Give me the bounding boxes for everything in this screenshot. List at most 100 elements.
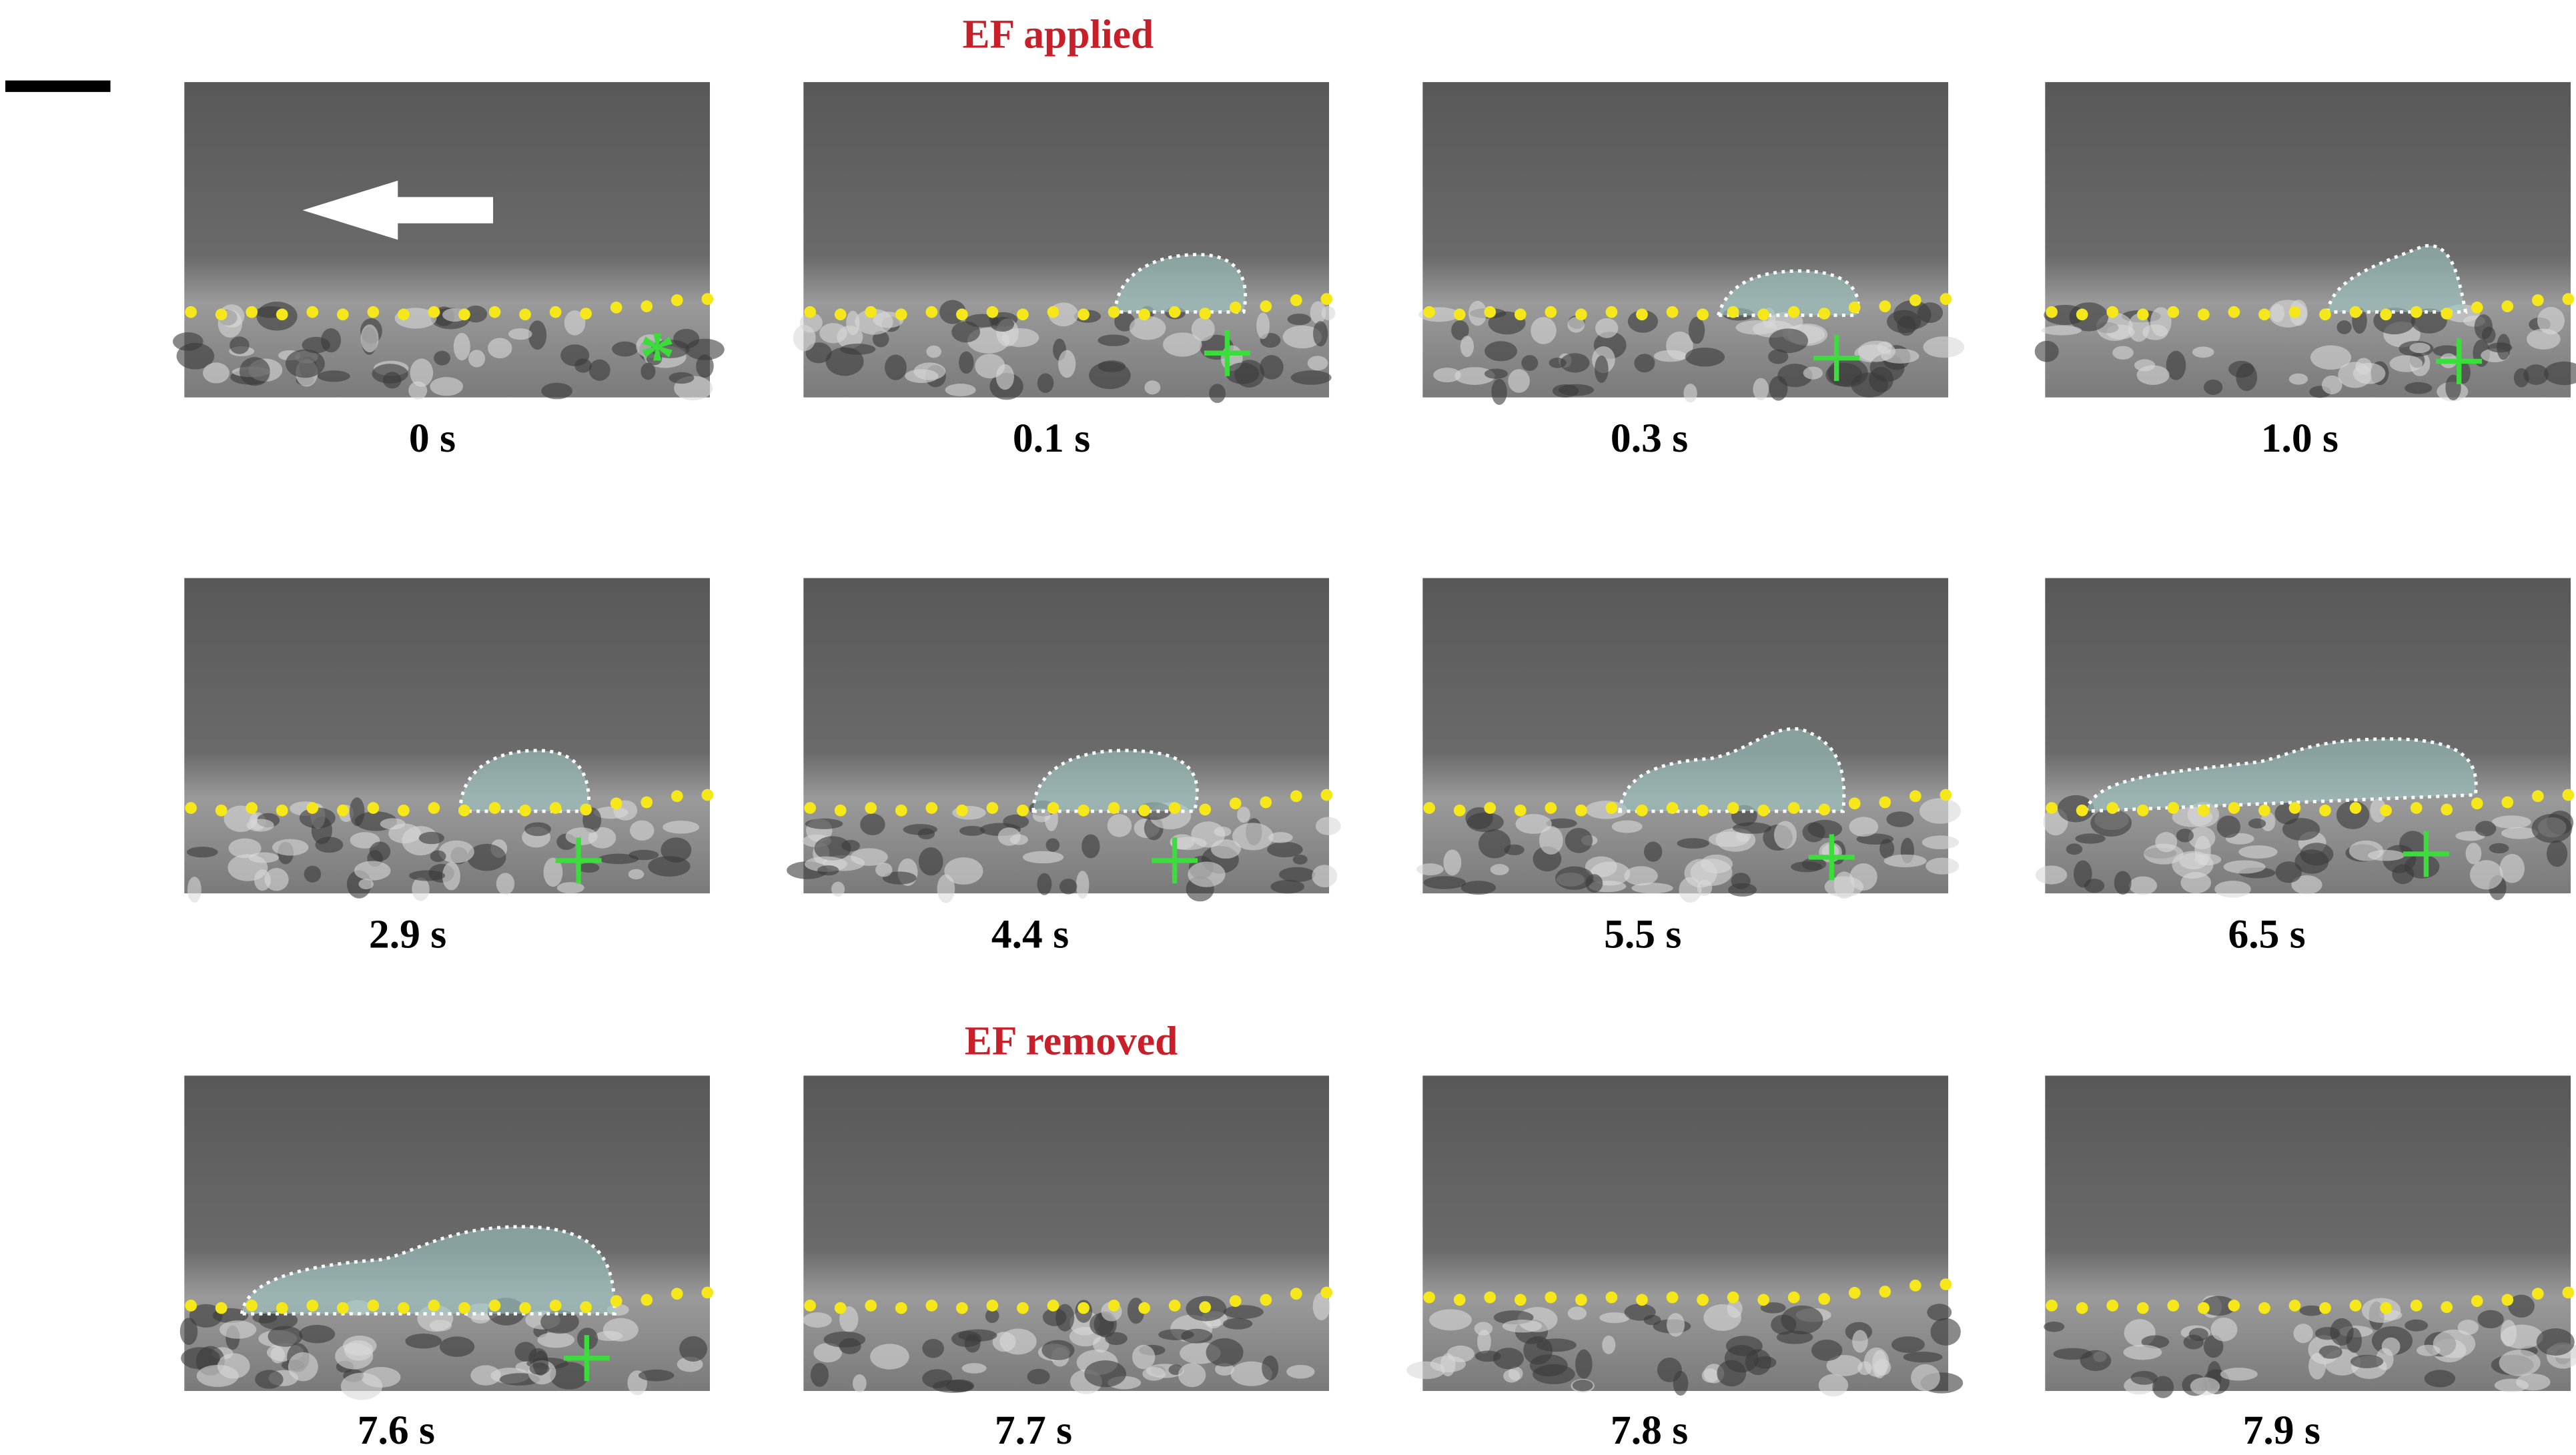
texture bbox=[2152, 1376, 2174, 1398]
membrane-dot bbox=[2288, 306, 2301, 318]
texture bbox=[696, 354, 714, 378]
panel-background bbox=[803, 1075, 1330, 1391]
membrane-dot bbox=[1484, 802, 1496, 814]
membrane-dot bbox=[1697, 308, 1709, 321]
texture bbox=[2074, 860, 2092, 888]
membrane-dot bbox=[215, 1302, 228, 1314]
texture bbox=[1058, 350, 1076, 378]
texture bbox=[853, 1374, 867, 1393]
membrane-dot bbox=[1940, 789, 1952, 801]
texture bbox=[945, 383, 976, 396]
texture bbox=[1206, 1338, 1244, 1367]
texture bbox=[2487, 342, 2513, 353]
texture bbox=[2299, 1305, 2324, 1316]
membrane-dot bbox=[925, 1300, 938, 1312]
membrane-dot bbox=[640, 1294, 653, 1306]
membrane-dot bbox=[1484, 1291, 1496, 1304]
membrane-dot bbox=[1017, 308, 1029, 321]
texture bbox=[875, 863, 893, 877]
texture bbox=[1689, 316, 1705, 344]
texture bbox=[179, 1318, 198, 1346]
texture bbox=[1256, 312, 1270, 340]
texture bbox=[2220, 1368, 2258, 1381]
membrane-dot bbox=[1199, 1301, 1212, 1314]
green-cross bbox=[2436, 338, 2483, 385]
texture bbox=[412, 877, 430, 901]
cell-outline bbox=[240, 1225, 616, 1316]
texture bbox=[1700, 854, 1733, 874]
texture bbox=[1045, 838, 1060, 852]
texture bbox=[1032, 808, 1051, 823]
membrane-dot bbox=[2531, 790, 2544, 803]
texture bbox=[669, 372, 695, 384]
green-cross bbox=[1813, 335, 1860, 382]
texture bbox=[2310, 345, 2352, 370]
membrane-dot bbox=[1787, 306, 1800, 318]
texture bbox=[1585, 874, 1603, 893]
membrane-dot bbox=[2288, 802, 2301, 814]
texture bbox=[1262, 1355, 1279, 1381]
texture bbox=[2134, 359, 2156, 372]
texture bbox=[1585, 856, 1617, 877]
membrane-dot bbox=[458, 804, 470, 817]
texture bbox=[2293, 1324, 2313, 1344]
membrane-dot bbox=[2046, 802, 2058, 814]
texture bbox=[1677, 838, 1709, 849]
membrane-dot bbox=[458, 1302, 470, 1314]
membrane-dot bbox=[2441, 803, 2453, 816]
texture bbox=[964, 1334, 981, 1353]
texture bbox=[922, 1338, 944, 1358]
cell-outline bbox=[458, 749, 591, 813]
texture bbox=[1521, 355, 1539, 372]
cell-outline bbox=[1618, 727, 1846, 813]
texture bbox=[340, 1372, 383, 1400]
texture bbox=[1567, 1306, 1587, 1320]
texture bbox=[272, 839, 309, 856]
membrane-dot bbox=[1848, 797, 1861, 810]
texture bbox=[630, 820, 655, 841]
cell-outline bbox=[1031, 749, 1199, 813]
texture bbox=[1232, 823, 1274, 851]
texture bbox=[1666, 1313, 1685, 1337]
time-label: 1.0 s bbox=[2261, 416, 2338, 461]
membrane-dot bbox=[1605, 1291, 1618, 1304]
texture bbox=[839, 1306, 859, 1333]
texture bbox=[2128, 314, 2150, 342]
membrane-dot bbox=[1320, 293, 1333, 306]
membrane-dot bbox=[2380, 308, 2392, 321]
texture bbox=[640, 362, 656, 380]
membrane-dot bbox=[185, 802, 197, 814]
membrane-dot bbox=[2197, 308, 2210, 321]
texture bbox=[1484, 368, 1508, 379]
texture bbox=[1287, 314, 1311, 326]
texture bbox=[369, 841, 391, 861]
texture bbox=[638, 1369, 675, 1382]
membrane-dot bbox=[519, 1302, 531, 1314]
membrane-dot bbox=[804, 802, 817, 814]
texture bbox=[1857, 1361, 1872, 1376]
texture bbox=[1611, 820, 1643, 833]
texture bbox=[2500, 1324, 2543, 1349]
texture bbox=[556, 882, 584, 894]
membrane-dot bbox=[925, 306, 938, 318]
texture bbox=[299, 807, 336, 829]
texture bbox=[1565, 828, 1593, 853]
texture bbox=[1697, 879, 1713, 896]
texture bbox=[2405, 1319, 2429, 1332]
membrane-dot bbox=[1168, 802, 1181, 814]
texture bbox=[2034, 340, 2059, 362]
texture bbox=[1818, 1374, 1849, 1397]
membrane-dot bbox=[701, 293, 714, 306]
texture bbox=[550, 1362, 588, 1390]
membrane-dot bbox=[1229, 302, 1242, 314]
membrane-dot bbox=[956, 1302, 968, 1314]
membrane-dot bbox=[2258, 308, 2270, 321]
texture bbox=[434, 350, 451, 366]
texture bbox=[1022, 851, 1064, 864]
texture bbox=[663, 821, 700, 834]
membrane-dot bbox=[276, 1302, 288, 1314]
texture bbox=[349, 797, 365, 827]
texture bbox=[2210, 1317, 2238, 1342]
texture bbox=[496, 873, 515, 895]
membrane-dot bbox=[2531, 1288, 2544, 1300]
